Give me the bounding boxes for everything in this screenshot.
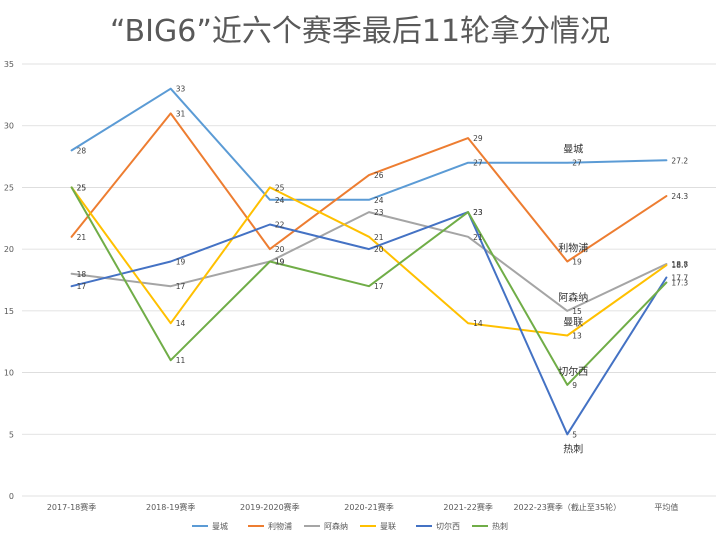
data-label: 15 — [572, 307, 582, 316]
chart-title: “BIG6”近六个赛季最后11轮拿分情况 — [109, 14, 611, 49]
legend-label: 切尔西 — [436, 521, 460, 531]
data-label: 18.7 — [671, 261, 688, 270]
series-line — [70, 211, 668, 312]
data-label: 21 — [77, 233, 87, 242]
data-label: 27.2 — [671, 156, 688, 165]
data-label: 27 — [572, 159, 582, 168]
data-label: 19 — [275, 257, 285, 266]
data-label: 23 — [473, 208, 483, 217]
data-label: 17 — [176, 282, 186, 291]
y-tick-label: 30 — [4, 122, 14, 131]
data-label: 19 — [176, 257, 186, 266]
y-tick-label: 10 — [4, 369, 14, 378]
series-annotation: 阿森纳 — [558, 291, 588, 304]
series-annotation: 切尔西 — [558, 365, 588, 378]
data-label: 14 — [176, 319, 186, 328]
data-label: 20 — [374, 245, 384, 254]
series-line — [70, 112, 668, 263]
x-tick-label: 2018-19赛季 — [146, 502, 195, 512]
series-line — [70, 186, 668, 386]
data-label: 20 — [275, 245, 285, 254]
data-label: 23 — [473, 208, 483, 217]
data-label-layer: 28 33 24 24 27 27 27.2 21 31 20 26 29 19 24.3 18 17 19 23… — [77, 85, 689, 440]
y-tick-label: 5 — [9, 430, 14, 439]
y-tick-label: 25 — [4, 183, 14, 192]
data-label: 33 — [176, 85, 186, 94]
data-label: 27 — [473, 159, 483, 168]
data-label: 25 — [77, 183, 87, 192]
data-label: 19 — [275, 257, 285, 266]
series-line — [70, 211, 668, 436]
data-label: 17.3 — [671, 278, 688, 287]
data-label: 21 — [473, 233, 483, 242]
data-label: 13 — [572, 332, 582, 341]
data-label: 24 — [275, 196, 285, 205]
data-label: 29 — [473, 134, 483, 143]
x-tick-label: 2019-2020赛季 — [240, 502, 300, 512]
data-label: 9 — [572, 381, 577, 390]
data-label: 14 — [473, 319, 483, 328]
data-label: 24 — [374, 196, 384, 205]
data-label: 22 — [275, 220, 285, 229]
data-label: 25 — [275, 183, 285, 192]
data-label: 26 — [374, 171, 384, 180]
data-label: 24.3 — [671, 192, 688, 201]
y-tick-label: 0 — [9, 492, 14, 501]
y-tick-label: 15 — [4, 307, 14, 316]
data-label: 11 — [176, 356, 186, 365]
axis-layer: 0 5 10 15 20 25 30 35 2017-18赛季 2018-19赛季 2019-202… — [4, 60, 679, 512]
legend-label: 曼城 — [212, 522, 228, 531]
y-tick-label: 20 — [4, 245, 14, 254]
data-label: 28 — [77, 146, 87, 155]
y-tick-label: 35 — [4, 60, 14, 69]
data-label: 23 — [374, 208, 384, 217]
series-annotation: 热刺 — [563, 442, 583, 455]
x-tick-label: 2020-21赛季 — [344, 502, 393, 512]
series-line — [70, 186, 668, 337]
legend-label: 曼联 — [380, 522, 396, 531]
x-tick-label: 2022-23赛季（截止至35轮） — [513, 502, 621, 512]
data-label: 18 — [77, 270, 87, 279]
legend-label: 热刺 — [492, 521, 508, 531]
data-label: 17 — [374, 282, 384, 291]
data-label: 5 — [572, 430, 577, 439]
x-tick-label: 2017-18赛季 — [47, 502, 96, 512]
series-annotation: 利物浦 — [558, 241, 588, 254]
legend-label: 利物浦 — [268, 521, 292, 531]
series-line — [70, 87, 668, 201]
series-annotation: 曼联 — [563, 317, 583, 329]
legend-label: 阿森纳 — [324, 521, 348, 531]
series-layer — [70, 87, 668, 436]
data-label: 21 — [374, 233, 384, 242]
series-annotation: 曼城 — [563, 144, 583, 156]
data-label: 17 — [77, 282, 87, 291]
data-label: 19 — [572, 257, 582, 266]
data-label: 31 — [176, 109, 186, 118]
data-label: 17.7 — [671, 274, 688, 283]
x-tick-label: 2021-22赛季 — [443, 502, 492, 512]
legend: 曼城 利物浦 阿森纳 曼联 切尔西 热刺 — [192, 521, 508, 531]
data-label: 25 — [77, 183, 87, 192]
x-tick-label: 平均值 — [654, 502, 678, 512]
grid-layer — [22, 63, 716, 497]
data-label: 18.8 — [671, 260, 688, 269]
